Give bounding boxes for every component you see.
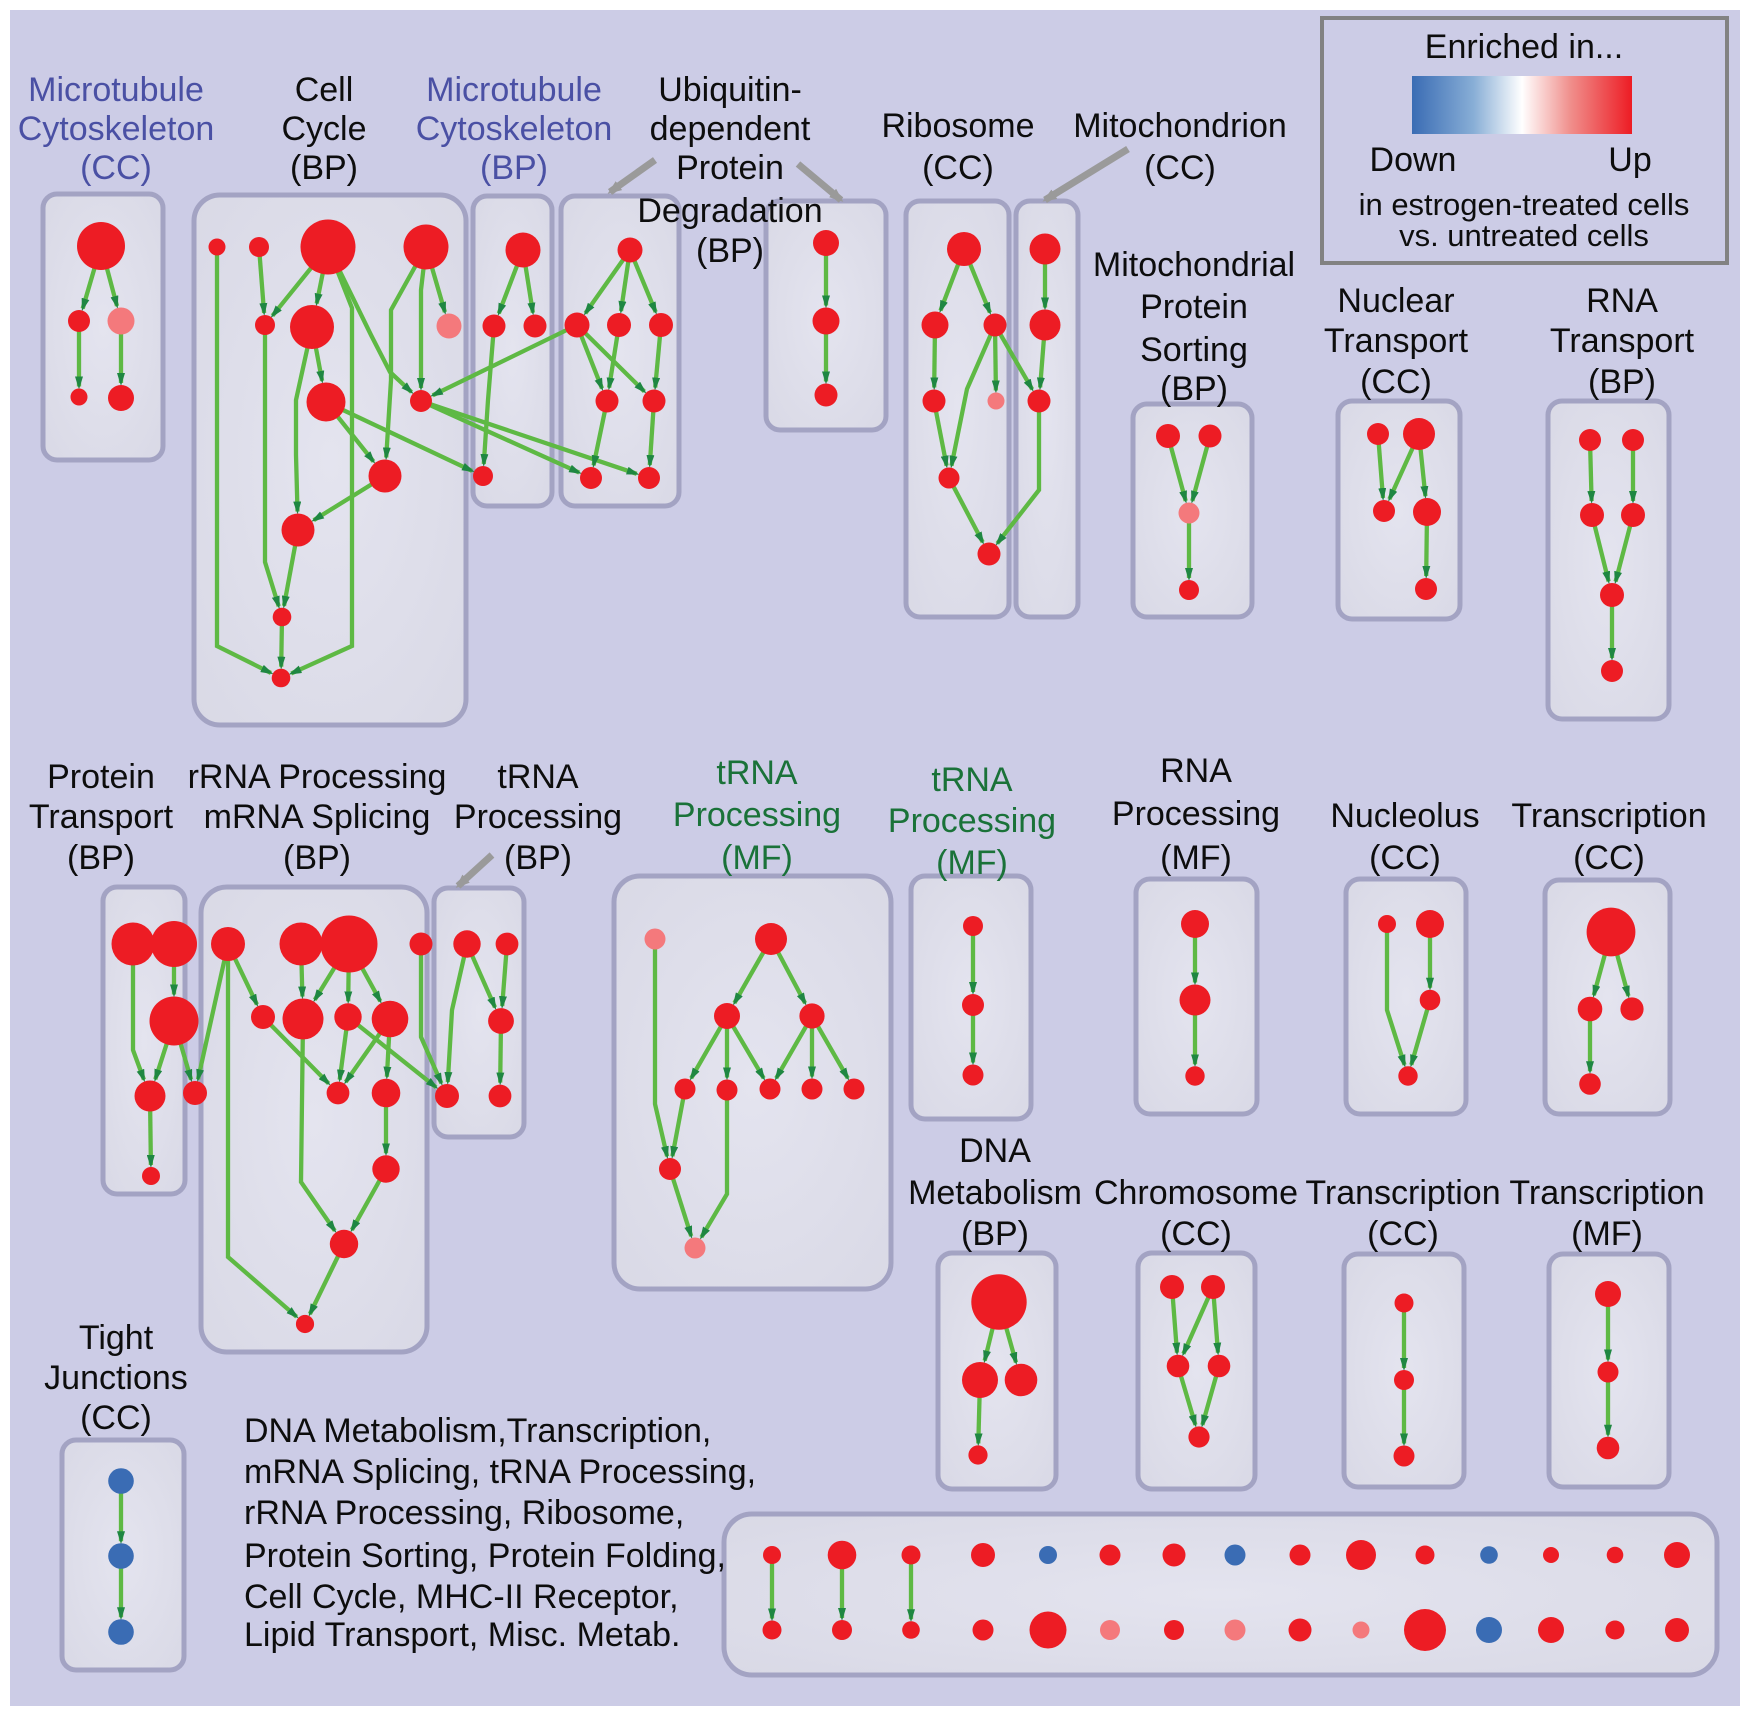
svg-text:(BP): (BP): [67, 839, 135, 877]
svg-text:(BP): (BP): [290, 149, 358, 187]
svg-text:RNA: RNA: [1586, 282, 1658, 320]
svg-text:Junctions: Junctions: [44, 1359, 188, 1397]
svg-text:Chromosome: Chromosome: [1094, 1174, 1298, 1212]
svg-text:(MF): (MF): [1160, 839, 1232, 877]
svg-text:Mitochondrion: Mitochondrion: [1073, 107, 1287, 145]
svg-text:Cell Cycle, MHC-II Receptor,: Cell Cycle, MHC-II Receptor,: [244, 1578, 679, 1616]
svg-text:Microtubule: Microtubule: [28, 71, 204, 109]
svg-text:Protein: Protein: [676, 149, 784, 187]
svg-text:dependent: dependent: [650, 110, 811, 148]
svg-text:Nucleolus: Nucleolus: [1330, 797, 1479, 835]
svg-text:Processing: Processing: [673, 796, 841, 834]
svg-text:(BP): (BP): [961, 1215, 1029, 1253]
svg-text:Down: Down: [1370, 141, 1457, 179]
svg-text:(CC): (CC): [1160, 1215, 1232, 1253]
svg-text:Cycle: Cycle: [281, 110, 366, 148]
svg-text:(CC): (CC): [1573, 839, 1645, 877]
svg-text:(CC): (CC): [80, 149, 152, 187]
svg-text:vs. untreated cells: vs. untreated cells: [1399, 218, 1649, 253]
svg-text:Transport: Transport: [29, 798, 174, 836]
svg-text:(CC): (CC): [1369, 839, 1441, 877]
svg-text:in estrogen-treated cells: in estrogen-treated cells: [1359, 187, 1690, 222]
svg-text:Cytoskeleton: Cytoskeleton: [416, 110, 613, 148]
svg-text:Ribosome: Ribosome: [881, 107, 1034, 145]
svg-text:(BP): (BP): [283, 839, 351, 877]
svg-text:(CC): (CC): [80, 1399, 152, 1437]
svg-text:tRNA: tRNA: [497, 758, 579, 796]
svg-text:Cell: Cell: [295, 71, 354, 109]
svg-text:mRNA Splicing, tRNA Processing: mRNA Splicing, tRNA Processing,: [244, 1453, 756, 1491]
svg-text:(CC): (CC): [922, 149, 994, 187]
svg-text:(CC): (CC): [1367, 1215, 1439, 1253]
svg-text:Nuclear: Nuclear: [1337, 282, 1454, 320]
svg-text:(MF): (MF): [1571, 1215, 1643, 1253]
svg-text:(BP): (BP): [696, 232, 764, 270]
svg-text:Transcription: Transcription: [1511, 797, 1706, 835]
svg-text:Transcription: Transcription: [1305, 1174, 1500, 1212]
svg-text:(MF): (MF): [936, 844, 1008, 882]
svg-text:(BP): (BP): [480, 149, 548, 187]
svg-text:Processing: Processing: [888, 802, 1056, 840]
svg-text:rRNA Processing, Ribosome,: rRNA Processing, Ribosome,: [244, 1494, 684, 1532]
svg-text:Sorting: Sorting: [1140, 331, 1248, 369]
svg-text:Mitochondrial: Mitochondrial: [1093, 246, 1295, 284]
svg-text:(BP): (BP): [1160, 370, 1228, 408]
svg-text:Enriched in...: Enriched in...: [1425, 28, 1623, 66]
svg-text:Transport: Transport: [1550, 322, 1695, 360]
svg-text:Transport: Transport: [1324, 322, 1469, 360]
svg-text:rRNA Processing: rRNA Processing: [188, 758, 447, 796]
svg-text:Tight: Tight: [79, 1319, 154, 1357]
svg-text:Protein Sorting, Protein Foldi: Protein Sorting, Protein Folding,: [244, 1537, 726, 1575]
svg-text:(CC): (CC): [1360, 363, 1432, 401]
svg-text:(BP): (BP): [504, 839, 572, 877]
svg-text:(BP): (BP): [1588, 363, 1656, 401]
svg-text:tRNA: tRNA: [716, 754, 798, 792]
svg-text:Metabolism: Metabolism: [908, 1174, 1082, 1212]
svg-text:tRNA: tRNA: [931, 761, 1013, 799]
svg-text:Microtubule: Microtubule: [426, 71, 602, 109]
svg-text:Ubiquitin-: Ubiquitin-: [658, 71, 802, 109]
svg-text:Processing: Processing: [1112, 795, 1280, 833]
svg-text:(MF): (MF): [721, 839, 793, 877]
svg-text:(CC): (CC): [1144, 149, 1216, 187]
svg-text:Transcription: Transcription: [1509, 1174, 1704, 1212]
svg-text:RNA: RNA: [1160, 752, 1232, 790]
svg-text:Cytoskeleton: Cytoskeleton: [18, 110, 215, 148]
svg-text:Protein: Protein: [47, 758, 155, 796]
svg-text:Up: Up: [1608, 141, 1651, 179]
svg-text:Degradation: Degradation: [637, 192, 822, 230]
svg-text:DNA: DNA: [959, 1132, 1031, 1170]
svg-text:Processing: Processing: [454, 798, 622, 836]
svg-text:Lipid Transport, Misc. Metab.: Lipid Transport, Misc. Metab.: [244, 1616, 681, 1654]
svg-text:mRNA Splicing: mRNA Splicing: [204, 798, 431, 836]
svg-text:Protein: Protein: [1140, 288, 1248, 326]
svg-text:DNA Metabolism,Transcription,: DNA Metabolism,Transcription,: [244, 1412, 711, 1450]
